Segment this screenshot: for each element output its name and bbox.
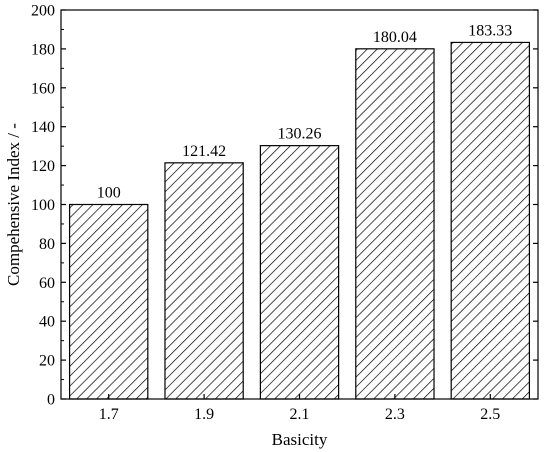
y-tick-label: 80 — [39, 236, 55, 253]
data-label: 130.26 — [278, 126, 322, 143]
x-tick-label: 2.3 — [385, 406, 405, 423]
y-tick-label: 60 — [39, 275, 55, 292]
data-label: 183.33 — [468, 22, 512, 39]
x-tick-label: 1.7 — [99, 406, 119, 423]
y-axis-title: Compehensive Index / - — [4, 123, 23, 286]
data-labels-group: 100 121.42 130.26 180.04 183.33 — [97, 22, 513, 201]
y-tick-label: 180 — [31, 41, 55, 58]
data-label: 100 — [97, 185, 121, 202]
y-tick-label: 40 — [39, 314, 55, 331]
x-tick-label: 2.5 — [480, 406, 500, 423]
bar-2.1 — [259, 145, 340, 400]
bar-1.9 — [164, 162, 244, 400]
data-label: 121.42 — [182, 143, 226, 160]
bar-2.3 — [355, 48, 435, 400]
x-tick-label: 2.1 — [290, 406, 310, 423]
y-tick-label: 160 — [31, 80, 55, 97]
y-tick-label: 0 — [47, 392, 55, 409]
x-axis-title: Basicity — [272, 430, 328, 449]
y-tick-label: 200 — [31, 3, 55, 20]
y-tick-label: 120 — [31, 158, 55, 175]
bar-2.5 — [450, 41, 531, 400]
bars-group — [68, 41, 531, 400]
y-tick-label: 20 — [39, 353, 55, 370]
y-tick-label: 140 — [31, 119, 55, 136]
x-tick-label: 1.9 — [194, 406, 214, 423]
bar-1.7 — [68, 203, 149, 400]
y-axis: 0 20 40 60 80 100 120 140 160 180 200 — [31, 3, 538, 409]
x-axis: 1.7 1.9 2.1 2.3 2.5 — [99, 394, 500, 423]
y-tick-label: 100 — [31, 197, 55, 214]
data-label: 180.04 — [373, 29, 417, 46]
